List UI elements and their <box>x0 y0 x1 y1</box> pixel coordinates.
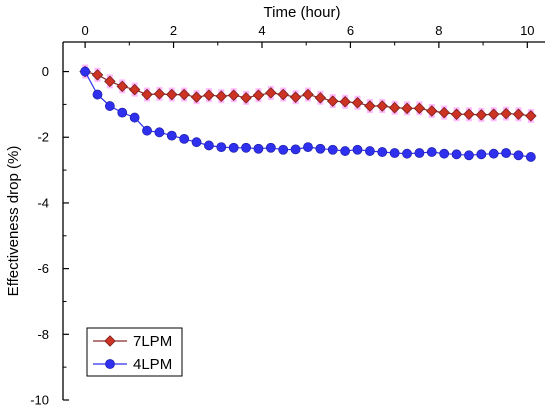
data-point-4LPM <box>117 107 128 118</box>
data-point-7LPM <box>252 89 265 101</box>
y-tick-label: -4 <box>37 195 49 210</box>
data-point-7LPM <box>104 75 116 88</box>
y-tick-label: 0 <box>42 64 49 79</box>
data-point-4LPM <box>104 101 115 111</box>
data-point-4LPM <box>488 148 499 159</box>
legend-marker-4LPM <box>105 359 115 369</box>
data-point-7LPM <box>314 92 327 104</box>
data-point-4LPM <box>228 142 239 153</box>
data-point-7LPM <box>178 88 190 101</box>
legend-items: 7LPM 4LPM <box>93 333 172 373</box>
x-tick-label: 0 <box>81 23 88 38</box>
data-point-7LPM <box>153 88 166 100</box>
data-point-4LPM <box>265 142 276 153</box>
plot-area <box>62 41 545 400</box>
y-tick-label: -6 <box>37 261 49 276</box>
data-point-4LPM <box>216 142 227 153</box>
data-point-7LPM <box>401 102 413 115</box>
data-point-7LPM <box>302 88 314 101</box>
data-point-4LPM <box>327 144 338 155</box>
data-point-7LPM <box>500 107 512 120</box>
data-point-4LPM <box>166 130 177 141</box>
y-tick-label: -8 <box>37 327 49 342</box>
series-markers-layer <box>79 65 537 162</box>
data-point-4LPM <box>389 148 400 158</box>
y-tick-label: -2 <box>37 130 49 145</box>
data-point-7LPM <box>438 106 450 119</box>
data-point-4LPM <box>142 125 152 136</box>
data-point-7LPM <box>141 88 153 101</box>
data-point-7LPM <box>475 109 488 121</box>
y-tick-label: -10 <box>30 393 49 408</box>
axis-ticks-layer: 0 2 4 6 8 10 0 -2 -4 -6 -8 -10 <box>30 23 534 408</box>
data-point-4LPM <box>513 150 524 161</box>
data-point-4LPM <box>525 152 536 162</box>
data-point-7LPM <box>376 100 389 112</box>
data-point-4LPM <box>501 148 511 158</box>
data-point-7LPM <box>215 90 228 102</box>
data-point-4LPM <box>315 143 326 154</box>
x-tick-label: 6 <box>347 23 354 38</box>
data-point-4LPM <box>439 148 450 159</box>
legend-label: 4LPM <box>133 356 172 373</box>
data-point-4LPM <box>179 133 190 144</box>
data-point-7LPM <box>364 100 376 112</box>
data-point-7LPM <box>265 87 277 99</box>
data-point-4LPM <box>303 142 313 153</box>
data-point-7LPM <box>190 91 203 103</box>
data-point-7LPM <box>388 101 401 114</box>
data-point-4LPM <box>204 140 214 151</box>
data-point-4LPM <box>377 147 388 157</box>
data-point-4LPM <box>451 149 462 160</box>
data-point-7LPM <box>203 89 215 101</box>
x-tick-label: 8 <box>435 23 442 38</box>
data-point-4LPM <box>92 89 103 100</box>
data-point-4LPM <box>414 148 425 158</box>
data-point-4LPM <box>290 144 301 155</box>
data-point-4LPM <box>402 148 412 159</box>
data-point-4LPM <box>241 142 251 153</box>
data-point-7LPM <box>166 88 178 101</box>
legend-box <box>86 327 183 377</box>
data-point-4LPM <box>352 144 363 155</box>
data-point-7LPM <box>426 105 438 117</box>
data-point-7LPM <box>413 102 426 115</box>
data-point-7LPM <box>91 69 104 81</box>
data-point-4LPM <box>426 147 437 157</box>
data-point-4LPM <box>278 144 289 155</box>
data-point-4LPM <box>191 137 202 148</box>
data-point-7LPM <box>326 95 339 107</box>
data-point-7LPM <box>463 108 475 121</box>
data-point-4LPM <box>129 112 140 123</box>
x-tick-label: 4 <box>258 23 265 38</box>
data-point-7LPM <box>339 96 351 108</box>
data-point-4LPM <box>154 127 165 138</box>
data-point-7LPM <box>525 110 537 122</box>
legend: 7LPM 4LPM <box>86 327 183 377</box>
y-axis-title: Effectiveness drop (%) <box>5 146 22 297</box>
data-point-7LPM <box>450 108 463 121</box>
data-point-7LPM <box>277 88 289 101</box>
data-point-7LPM <box>227 89 240 101</box>
data-point-4LPM <box>464 150 474 161</box>
data-point-4LPM <box>340 146 351 156</box>
data-point-7LPM <box>128 83 141 96</box>
data-point-4LPM <box>476 149 487 160</box>
data-point-7LPM <box>289 91 302 103</box>
data-point-7LPM <box>116 80 129 93</box>
data-point-7LPM <box>512 108 525 121</box>
x-tick-label: 10 <box>520 23 534 38</box>
data-point-4LPM <box>364 146 375 156</box>
data-point-7LPM <box>240 92 252 104</box>
data-point-7LPM <box>351 96 364 109</box>
legend-label: 7LPM <box>133 333 172 350</box>
legend-marker-7LPM <box>104 335 116 347</box>
data-point-4LPM <box>80 66 91 77</box>
x-axis-title: Time (hour) <box>264 4 341 21</box>
data-point-7LPM <box>487 108 500 121</box>
x-tick-label: 2 <box>170 23 177 38</box>
data-point-4LPM <box>253 143 264 154</box>
